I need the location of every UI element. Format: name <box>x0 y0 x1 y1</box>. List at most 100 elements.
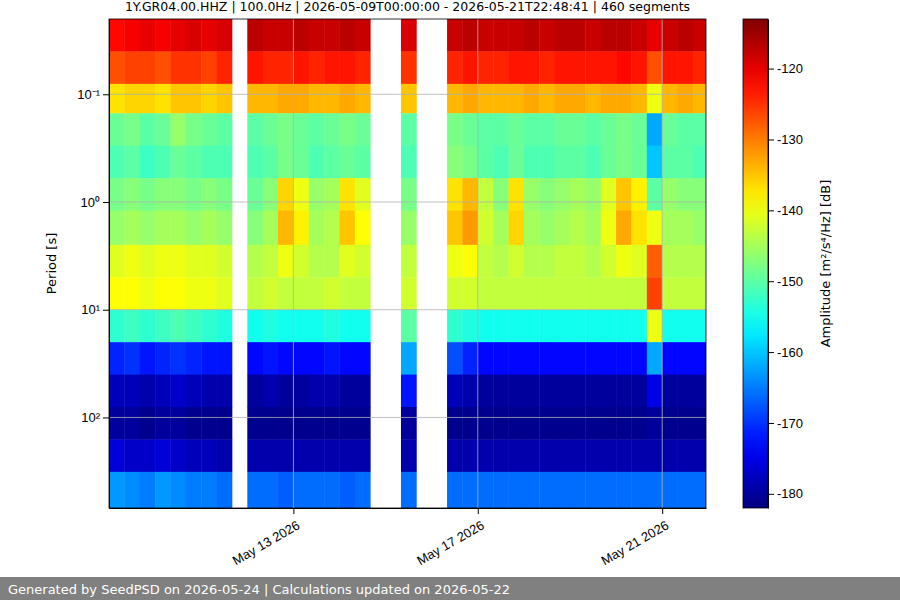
heatmap-cell <box>662 211 678 246</box>
heatmap-cell <box>478 51 494 84</box>
colorbar-tick: -140 <box>768 203 803 218</box>
heatmap-cell <box>462 113 478 146</box>
heatmap-cell <box>170 178 186 211</box>
colorbar-tick-mark <box>768 281 774 282</box>
heatmap-cell <box>339 19 355 52</box>
heatmap-cell <box>678 342 694 375</box>
heatmap-cell <box>601 407 617 440</box>
heatmap-cell <box>447 113 463 146</box>
x-axis: May 13 2026May 17 2026May 21 2026 <box>110 508 707 568</box>
heatmap-cell <box>155 211 171 246</box>
heatmap-cell <box>170 342 186 375</box>
heatmap-cell <box>631 19 647 52</box>
heatmap-cell <box>662 51 678 84</box>
heatmap-cell <box>539 84 555 114</box>
heatmap-cell <box>493 375 509 408</box>
heatmap-cell <box>186 84 202 114</box>
heatmap-cell <box>401 19 417 52</box>
heatmap-cell <box>140 19 156 52</box>
chart: May 13 2026May 17 2026May 21 202610⁻¹10⁰… <box>0 0 900 600</box>
heatmap-cell <box>293 211 309 246</box>
heatmap-cell <box>293 84 309 114</box>
y-tick-mark <box>103 94 109 95</box>
heatmap-cell <box>324 407 340 440</box>
heatmap-cell <box>293 342 309 375</box>
heatmap-cell <box>509 113 525 146</box>
heatmap-cell <box>647 51 663 84</box>
heatmap-cell <box>447 407 463 440</box>
heatmap-cell <box>678 178 694 211</box>
heatmap-cell <box>601 51 617 84</box>
heatmap-cell <box>447 84 463 114</box>
heatmap-cell <box>616 84 632 114</box>
heatmap-cell <box>662 375 678 408</box>
heatmap-cell <box>478 146 494 179</box>
heatmap-cell <box>124 84 140 114</box>
heatmap-cell <box>555 342 571 375</box>
heatmap-cell <box>631 407 647 440</box>
heatmap-cell <box>217 84 233 114</box>
heatmap-cell <box>309 439 325 472</box>
heatmap-cell <box>478 84 494 114</box>
grid-line <box>109 417 706 418</box>
heatmap-cell <box>570 19 586 52</box>
heatmap-cell <box>647 439 663 472</box>
heatmap <box>109 19 706 508</box>
colorbar-title: Amplitude [m²/s⁴/Hz] [dB] <box>818 180 833 348</box>
heatmap-cell <box>524 310 540 343</box>
heatmap-cell <box>647 277 663 310</box>
heatmap-cell <box>401 472 417 508</box>
heatmap-cell <box>539 51 555 84</box>
heatmap-cell <box>401 245 417 278</box>
heatmap-cell <box>585 211 601 246</box>
grid-line <box>109 94 706 95</box>
heatmap-cell <box>186 51 202 84</box>
heatmap-cell <box>478 472 494 508</box>
heatmap-cell <box>447 51 463 84</box>
axis-line <box>768 20 769 509</box>
heatmap-cell <box>539 407 555 440</box>
heatmap-cell <box>186 342 202 375</box>
heatmap-cell <box>217 342 233 375</box>
heatmap-cell <box>155 439 171 472</box>
colorbar-tick-label: -140 <box>777 203 803 218</box>
heatmap-cell <box>462 245 478 278</box>
y-axis-title: Period [s] <box>44 233 59 295</box>
heatmap-cell <box>631 178 647 211</box>
heatmap-cell <box>524 245 540 278</box>
heatmap-cell <box>631 375 647 408</box>
heatmap-cell <box>278 19 294 52</box>
heatmap-cell <box>524 178 540 211</box>
heatmap-cell <box>155 19 171 52</box>
heatmap-cell <box>309 342 325 375</box>
heatmap-cell <box>217 19 233 52</box>
colorbar-tick: -150 <box>768 274 803 289</box>
heatmap-cell <box>247 375 263 408</box>
heatmap-cell <box>539 19 555 52</box>
heatmap-cell <box>662 146 678 179</box>
heatmap-cell <box>109 19 125 52</box>
heatmap-cell <box>693 310 706 343</box>
heatmap-cell <box>570 113 586 146</box>
heatmap-cell <box>647 178 663 211</box>
heatmap-cell <box>293 439 309 472</box>
heatmap-cell <box>247 51 263 84</box>
y-tick-mark <box>103 417 109 418</box>
heatmap-cell <box>616 277 632 310</box>
heatmap-cell <box>170 310 186 343</box>
heatmap-cell <box>524 472 540 508</box>
heatmap-cell <box>170 211 186 246</box>
heatmap-cell <box>339 245 355 278</box>
heatmap-cell <box>462 178 478 211</box>
heatmap-cell <box>555 277 571 310</box>
heatmap-cell <box>109 178 125 211</box>
heatmap-cell <box>662 113 678 146</box>
heatmap-cell <box>616 375 632 408</box>
heatmap-cell <box>478 245 494 278</box>
heatmap-cell <box>339 84 355 114</box>
heatmap-cell <box>539 211 555 246</box>
colorbar-tick-mark <box>768 352 774 353</box>
heatmap-cell <box>155 472 171 508</box>
heatmap-cell <box>201 342 217 375</box>
heatmap-cell <box>447 178 463 211</box>
